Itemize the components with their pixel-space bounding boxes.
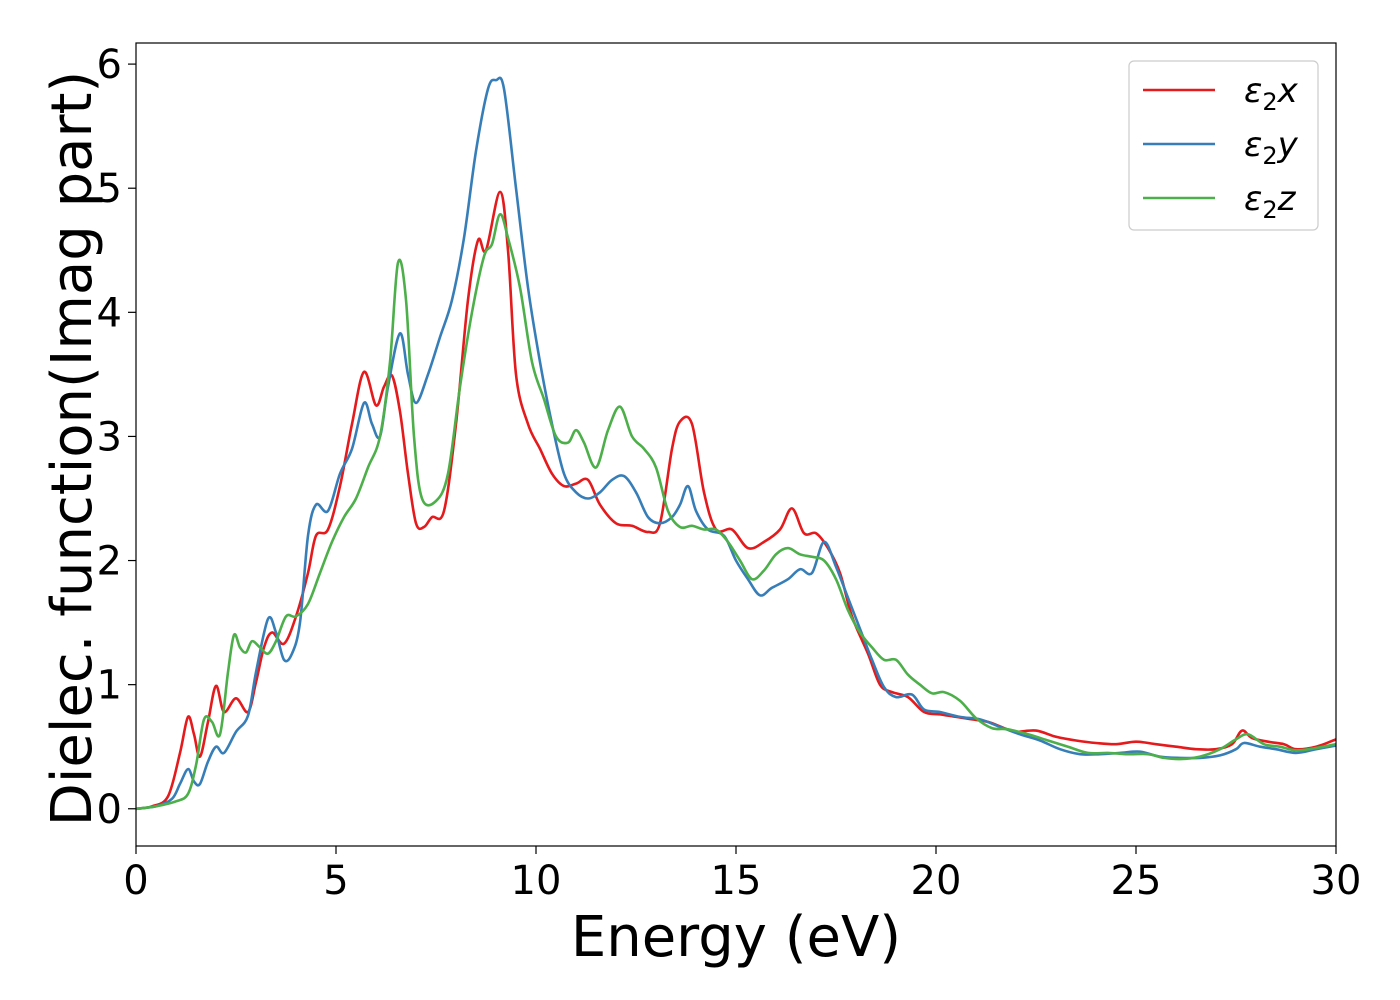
x-tick-label: 15 — [711, 858, 762, 904]
plot-area — [136, 76, 1336, 811]
x-axis-label: Energy (eV) — [571, 905, 901, 970]
legend-label-y: ε2y — [1244, 125, 1299, 170]
y-axis-label: Dielec. function(Imag part) — [40, 71, 105, 827]
y-tick-label: 5 — [97, 166, 122, 212]
y-tick-label: 3 — [97, 414, 122, 460]
x-tick-label: 5 — [323, 858, 348, 904]
y-axis: 0 1 2 3 4 5 6 — [97, 42, 136, 833]
y-tick-label: 0 — [97, 787, 122, 833]
x-tick-label: 30 — [1311, 858, 1362, 904]
series-line-y — [136, 76, 1336, 811]
legend-label-x: ε2x — [1244, 71, 1299, 116]
x-tick-label: 10 — [511, 858, 562, 904]
y-tick-label: 2 — [97, 539, 122, 585]
y-tick-label: 6 — [97, 42, 122, 88]
series-line-z — [136, 213, 1336, 811]
x-tick-label: 20 — [911, 858, 962, 904]
x-tick-label: 25 — [1111, 858, 1162, 904]
y-tick-label: 4 — [97, 290, 122, 336]
legend-label-z: ε2z — [1244, 179, 1297, 224]
legend: ε2x ε2y ε2z — [1128, 60, 1319, 231]
legend-box — [1128, 60, 1319, 231]
y-tick-label: 1 — [97, 663, 122, 709]
x-tick-label: 0 — [123, 858, 148, 904]
series-line-x — [136, 190, 1336, 811]
x-axis: 0 5 10 15 20 25 30 — [123, 846, 1361, 904]
